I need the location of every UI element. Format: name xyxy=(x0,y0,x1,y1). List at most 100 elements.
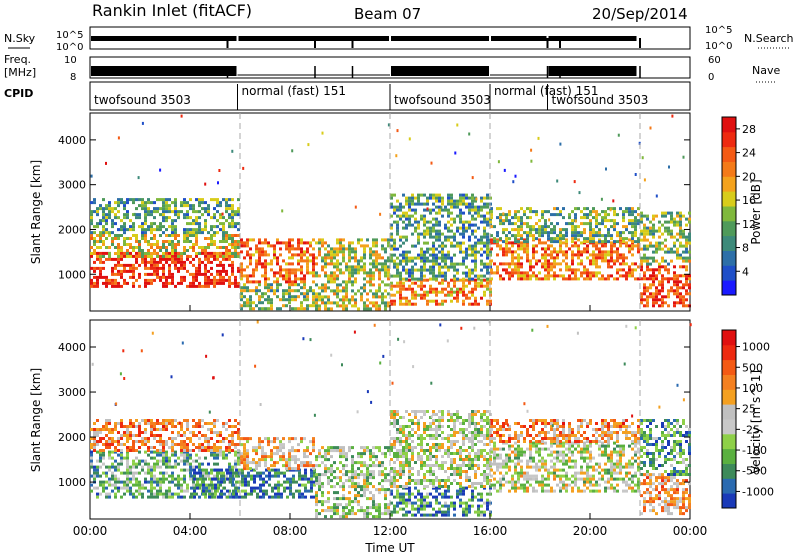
range-gate-cell xyxy=(387,271,390,275)
range-gate-cell xyxy=(141,440,144,443)
range-gate-cell xyxy=(258,443,261,447)
range-gate-cell xyxy=(667,304,670,308)
range-gate-cell xyxy=(135,198,138,202)
range-gate-cell xyxy=(123,431,126,434)
range-gate-cell xyxy=(393,265,396,269)
range-gate-cell xyxy=(607,262,610,266)
range-gate-cell xyxy=(637,222,640,226)
range-gate-cell xyxy=(655,292,658,296)
range-gate-cell xyxy=(330,446,333,450)
range-gate-cell xyxy=(261,446,264,450)
range-gate-cell xyxy=(198,257,201,261)
range-gate-cell xyxy=(453,265,456,269)
range-gate-cell xyxy=(550,228,553,232)
range-gate-cell xyxy=(685,274,688,278)
range-gate-cell xyxy=(649,256,652,260)
range-gate-cell xyxy=(363,262,366,266)
range-gate-cell xyxy=(447,265,450,269)
range-gate-cell xyxy=(432,241,435,245)
range-gate-cell xyxy=(141,443,144,446)
range-gate-cell xyxy=(210,281,213,285)
range-gate-cell xyxy=(676,280,679,284)
range-gate-cell xyxy=(108,446,111,449)
range-gate-cell xyxy=(111,219,114,223)
range-gate-cell xyxy=(550,256,553,260)
range-gate-cell xyxy=(237,222,240,226)
range-gate-cell xyxy=(622,231,625,235)
range-gate-cell xyxy=(405,262,408,266)
range-gate-cell xyxy=(396,129,399,133)
range-gate-cell xyxy=(414,256,417,260)
range-gate-cell xyxy=(559,244,562,248)
range-gate-cell xyxy=(390,247,393,251)
range-gate-cell xyxy=(550,222,553,226)
range-gate-cell xyxy=(405,226,408,230)
range-gate-cell xyxy=(273,464,276,468)
range-gate-cell xyxy=(490,234,493,238)
range-gate-cell xyxy=(646,247,649,251)
range-gate-cell xyxy=(180,210,183,214)
range-gate-cell xyxy=(604,277,607,281)
range-gate-cell xyxy=(310,474,313,478)
range-gate-cell xyxy=(264,268,267,272)
range-gate-cell xyxy=(423,513,426,517)
range-gate-cell xyxy=(315,500,318,504)
range-gate-cell xyxy=(156,459,159,463)
range-gate-cell xyxy=(189,477,192,481)
range-gate-cell xyxy=(126,459,129,463)
range-gate-cell xyxy=(123,483,126,487)
range-gate-cell xyxy=(162,446,165,449)
range-gate-cell xyxy=(553,225,556,229)
range-gate-cell xyxy=(93,269,96,273)
range-gate-cell xyxy=(240,289,243,293)
range-gate-cell xyxy=(649,226,652,230)
range-gate-cell xyxy=(309,440,312,444)
range-gate-cell xyxy=(298,483,301,487)
range-gate-cell xyxy=(471,277,474,281)
range-gate-cell xyxy=(426,196,429,200)
range-gate-cell xyxy=(682,155,685,159)
range-gate-cell xyxy=(417,268,420,272)
range-gate-cell xyxy=(363,289,366,293)
range-gate-cell xyxy=(393,507,396,511)
range-gate-cell xyxy=(228,213,231,217)
range-gate-cell xyxy=(474,256,477,260)
range-gate-cell xyxy=(198,216,201,220)
range-gate-cell xyxy=(300,253,303,257)
range-gate-cell xyxy=(114,272,117,276)
range-gate-cell xyxy=(661,247,664,251)
range-gate-cell xyxy=(327,286,330,290)
range-gate-cell xyxy=(432,268,435,272)
range-gate-cell xyxy=(378,271,381,275)
range-gate-cell xyxy=(192,210,195,214)
range-gate-cell xyxy=(237,266,240,270)
range-gate-cell xyxy=(312,280,315,284)
range-gate-cell xyxy=(216,431,219,434)
range-gate-cell xyxy=(237,437,240,440)
range-gate-cell xyxy=(351,298,354,302)
range-gate-cell xyxy=(156,228,159,232)
range-gate-cell xyxy=(640,211,643,215)
range-gate-cell xyxy=(264,238,267,242)
range-gate-cell xyxy=(535,274,538,278)
range-gate-cell xyxy=(108,440,111,443)
range-gate-cell xyxy=(199,474,202,478)
range-gate-cell xyxy=(219,446,222,449)
range-gate-cell xyxy=(490,216,493,220)
range-gate-cell xyxy=(174,207,177,211)
range-gate-cell xyxy=(396,199,399,203)
range-gate-cell xyxy=(114,252,117,255)
range-gate-cell xyxy=(474,211,477,215)
range-gate-cell xyxy=(186,255,189,258)
range-gate-cell xyxy=(108,468,111,472)
range-gate-cell xyxy=(345,307,348,311)
range-gate-cell xyxy=(207,275,210,279)
range-gate-cell xyxy=(556,222,559,226)
range-gate-cell xyxy=(474,278,477,282)
range-gate-cell xyxy=(150,495,153,499)
range-gate-cell xyxy=(541,256,544,260)
range-gate-cell xyxy=(300,464,303,468)
range-gate-cell xyxy=(171,281,174,285)
range-gate-cell xyxy=(168,462,171,466)
range-gate-cell xyxy=(144,284,147,288)
